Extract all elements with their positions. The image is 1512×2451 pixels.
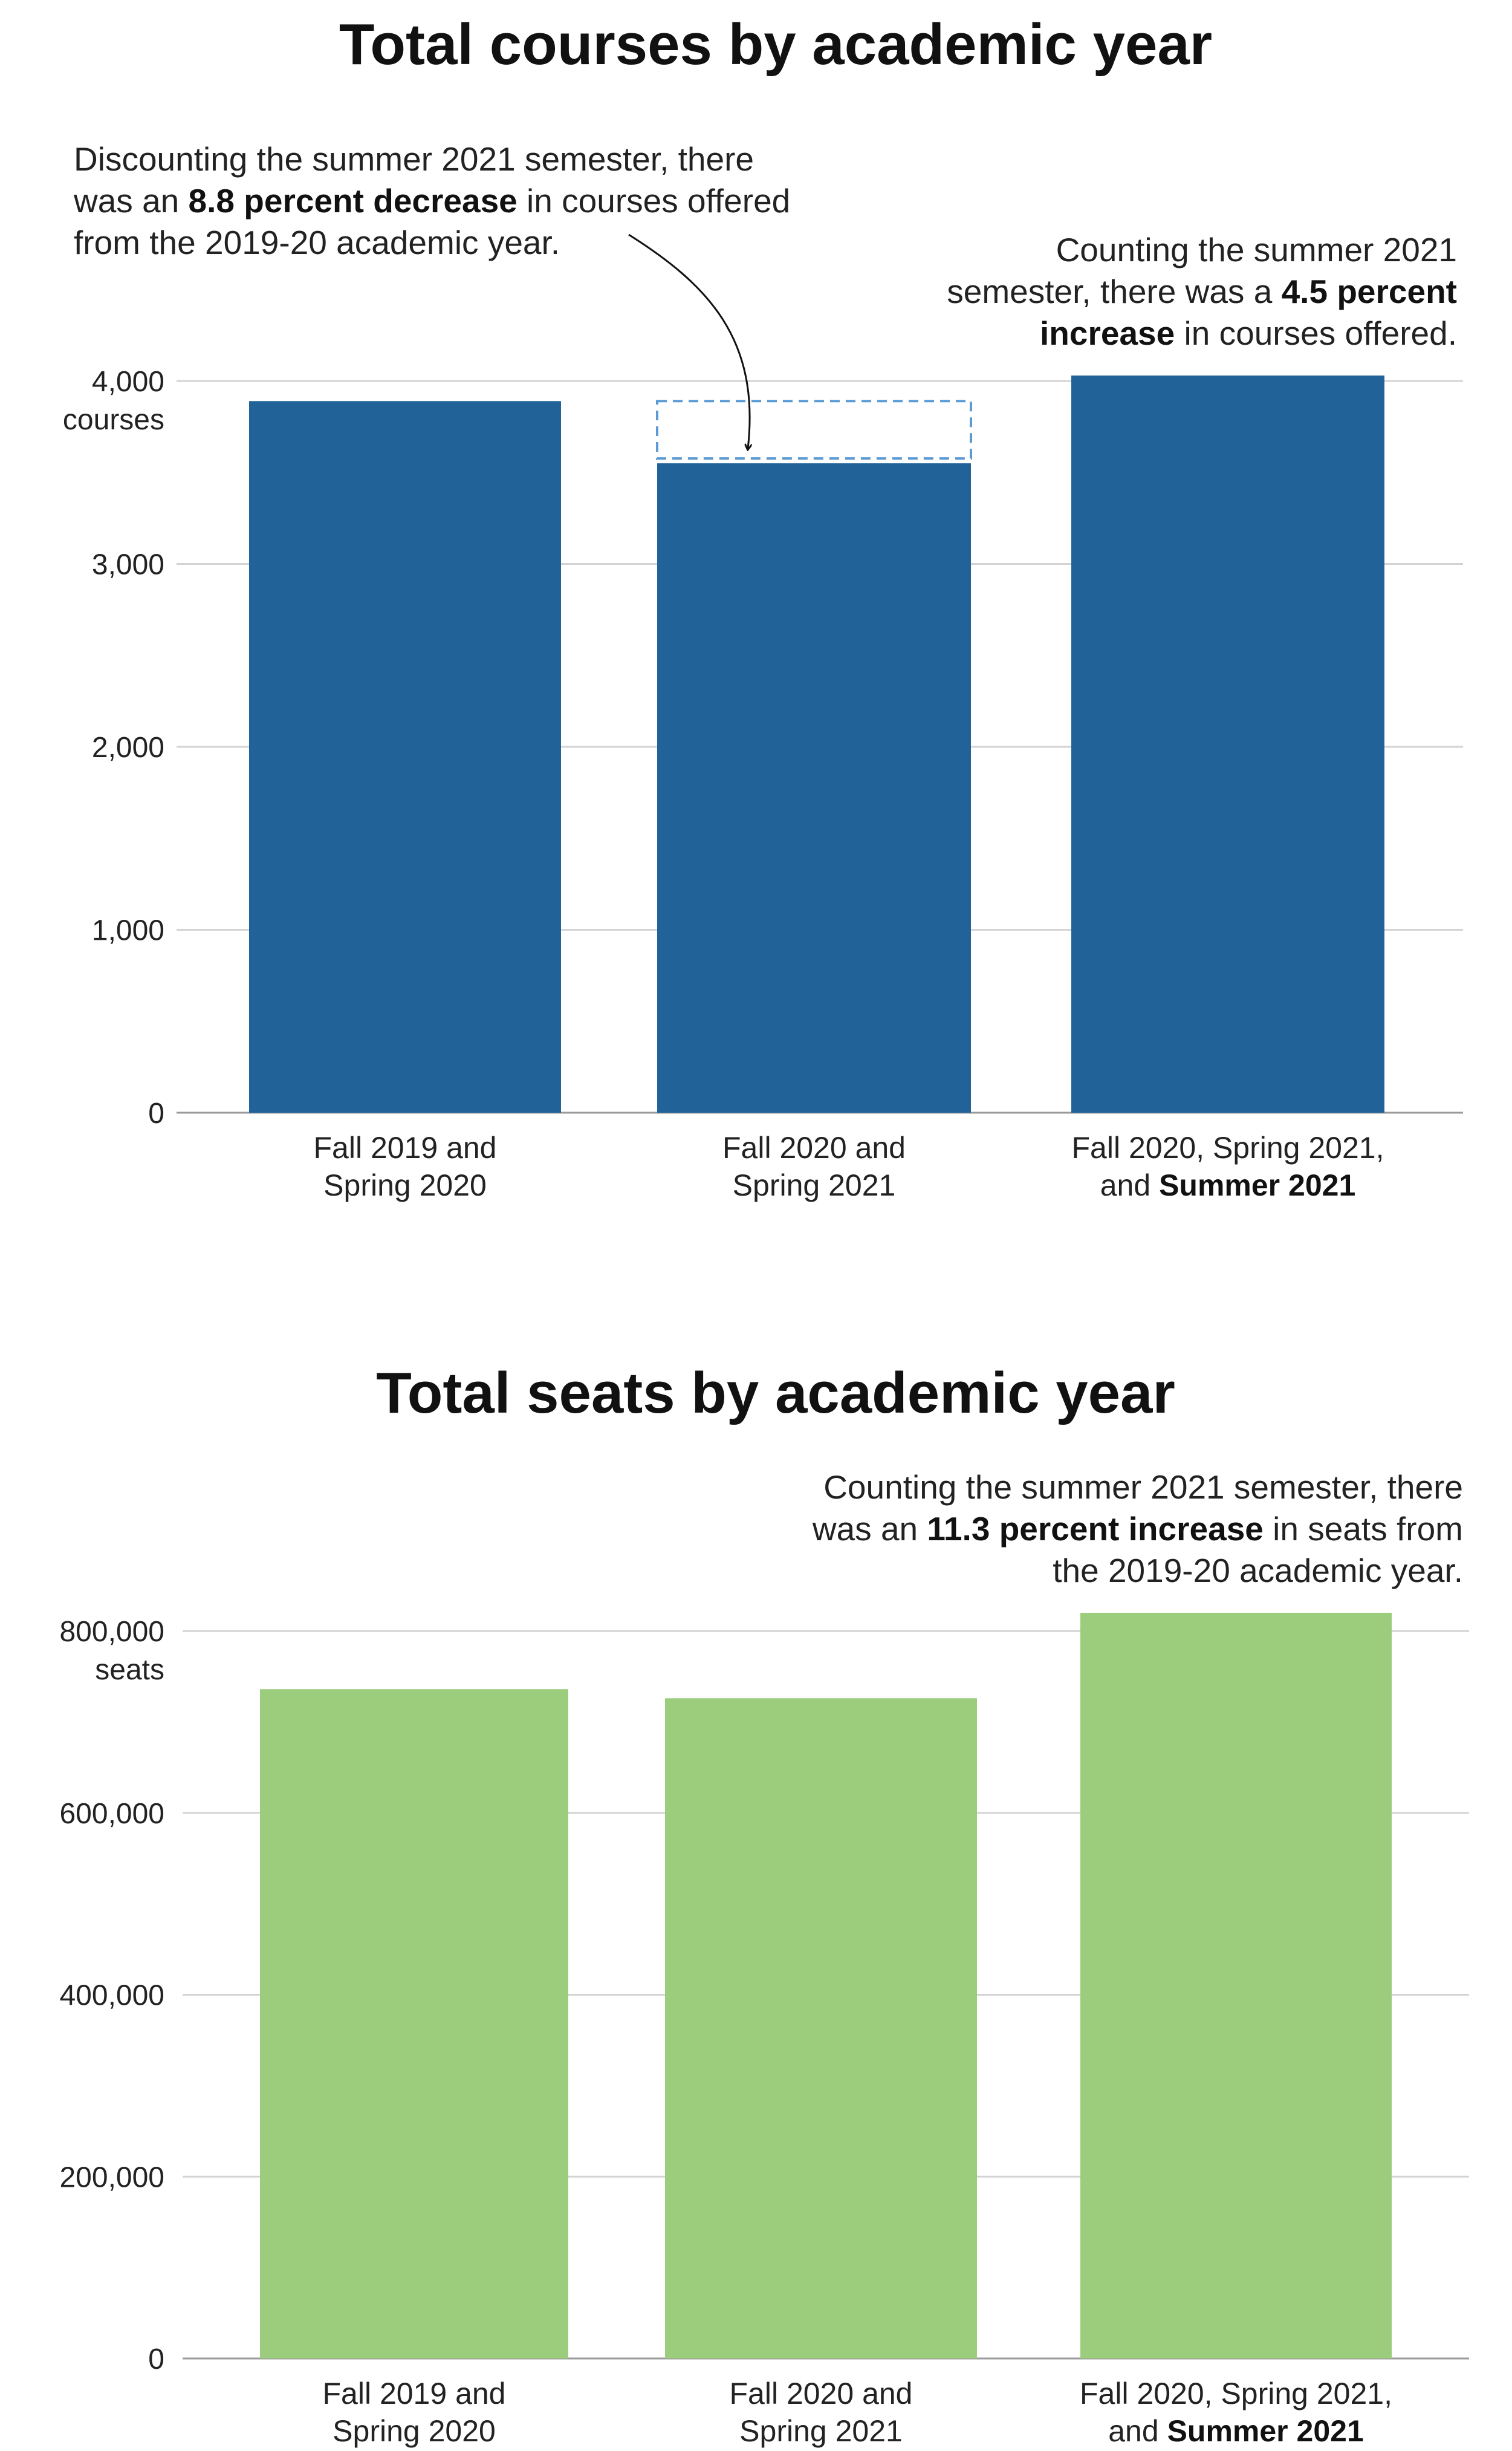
courses-y-tick-label: 2,000 (92, 732, 164, 764)
seats-y-tick-label: 400,000 (59, 1980, 164, 2012)
courses-x-tick-label: Fall 2020 and Spring 2021 (722, 1131, 906, 1202)
seats-x-tick-label: Fall 2019 and Spring 2020 (322, 2377, 505, 2448)
courses-y-tick-label: 3,000 (92, 549, 164, 581)
courses-previous-year-outline (656, 400, 972, 460)
seats-chart-title: Total seats by academic year (376, 1361, 1175, 1425)
seats-x-tick-labels: Fall 2019 and Spring 2020 Fall 2020 and Spr… (322, 2377, 1392, 2448)
seats-y-tick-label: 200,000 (59, 2161, 164, 2193)
courses-bars (249, 375, 1384, 1113)
courses-annotation-decrease: Discounting the summer 2021 semester, th… (73, 140, 790, 261)
courses-x-tick-labels: Fall 2019 and Spring 2020 Fall 2020 and Spr… (313, 1131, 1384, 1202)
seats-x-tick-label: Fall 2020 and Spring 2021 (729, 2377, 912, 2448)
seats-bar (260, 1689, 568, 2358)
courses-x-tick-label: Fall 2020, Spring 2021, and Summer 2021 (1071, 1131, 1384, 1202)
seats-y-tick-label: 0 (148, 2343, 164, 2375)
courses-y-tick-label: 1,000 (92, 915, 164, 947)
seats-y-tick-label: 800,000 (59, 1616, 164, 1648)
courses-y-tick-label: 0 (148, 1098, 164, 1130)
courses-y-ticks: 0 1,000 2,000 3,000 4,000 (92, 366, 164, 1130)
courses-bar (249, 401, 561, 1113)
courses-y-tick-label: 4,000 (92, 366, 164, 398)
seats-x-tick-label: Fall 2020, Spring 2021, and Summer 2021 (1080, 2377, 1392, 2448)
courses-chart-title: Total courses by academic year (339, 12, 1212, 77)
courses-chart: Total courses by academic year 0 1,000 2,0… (63, 12, 1463, 1202)
seats-bars (260, 1612, 1392, 2358)
seats-bar (665, 1698, 977, 2358)
courses-bar (1071, 375, 1384, 1113)
seats-y-tick-label: 600,000 (59, 1798, 164, 1830)
seats-annotation-increase: Counting the summer 2021 semester, there… (812, 1468, 1463, 1589)
courses-bar (657, 463, 971, 1113)
seats-bar (1080, 1612, 1392, 2358)
seats-chart: Total seats by academic year 0 200,000 400… (59, 1361, 1469, 2448)
seats-y-ticks: 0 200,000 400,000 600,000 800,000 (59, 1616, 164, 2375)
annotation-arrow (628, 233, 750, 449)
courses-y-unit-label: courses (63, 404, 164, 436)
courses-annotation-increase: Counting the summer 2021 semester, there … (947, 231, 1457, 352)
courses-x-tick-label: Fall 2019 and Spring 2020 (313, 1131, 496, 1202)
seats-y-unit-label: seats (95, 1654, 164, 1686)
